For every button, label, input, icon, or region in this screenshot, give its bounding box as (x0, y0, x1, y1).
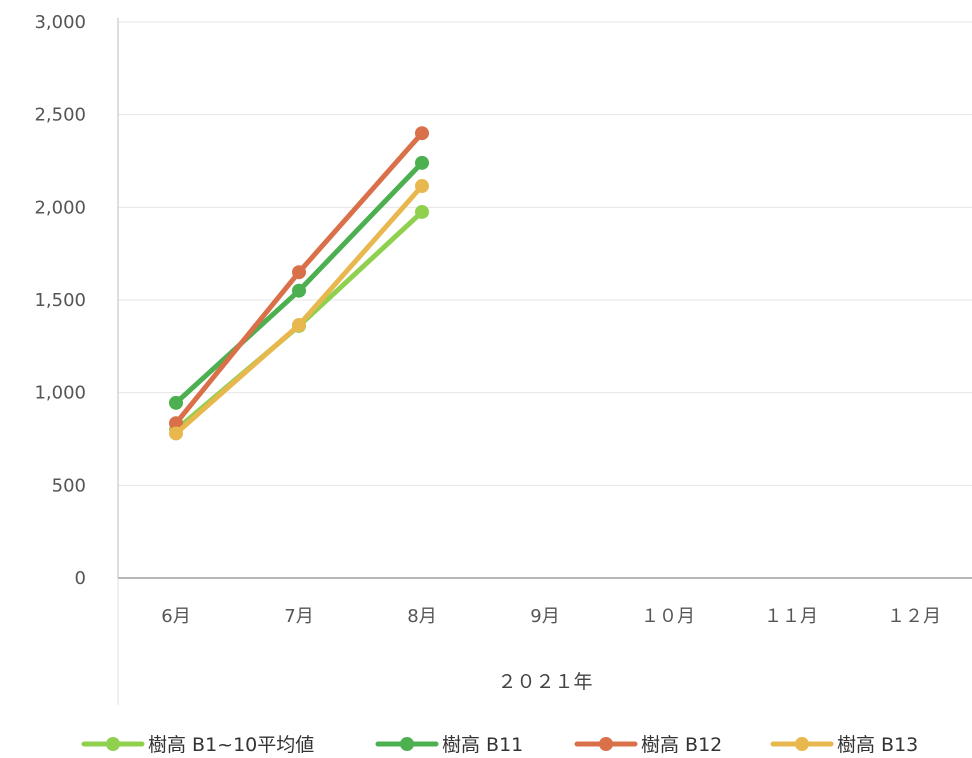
legend-item-3: 樹高 B13 (770, 734, 918, 756)
legend-swatch-marker-2 (599, 737, 613, 751)
data-point-2-2 (415, 126, 429, 141)
legend-label-2: 樹高 B12 (641, 734, 722, 756)
x-tick-label-6: １２月 (887, 606, 941, 627)
legend-swatch-marker-0 (106, 737, 120, 751)
y-tick-label-3: 1,500 (34, 290, 86, 311)
x-tick-label-4: １０月 (641, 606, 695, 627)
x-tick-label-0: 6月 (161, 606, 190, 627)
series-1 (169, 155, 429, 410)
x-tick-label-1: 7月 (284, 606, 313, 627)
axes (117, 18, 972, 705)
data-point-2-1 (292, 265, 306, 280)
y-tick-label-0: 0 (75, 568, 86, 589)
series-line-1 (173, 160, 425, 406)
legend-label-1: 樹高 B11 (442, 734, 523, 756)
series-3 (169, 179, 429, 441)
x-axis-title: ２０２１年 (497, 671, 592, 693)
data-point-1-1 (292, 283, 306, 298)
data-point-1-0 (169, 395, 183, 410)
data-point-3-2 (415, 179, 429, 194)
x-tick-label-3: 9月 (530, 606, 559, 627)
legend-label-0: 樹高 B1~10平均値 (148, 734, 314, 756)
legend-item-2: 樹高 B12 (574, 734, 722, 756)
data-point-2-0 (169, 416, 183, 431)
x-axis-ticks: 6月 7月 8月 9月 １０月 １１月 １２月 (161, 606, 941, 627)
legend-item-0: 樹高 B1~10平均値 (81, 734, 314, 756)
y-axis-ticks: 0 500 1,000 1,500 2,000 2,500 3,000 (34, 12, 86, 589)
data-point-0-2 (415, 204, 429, 219)
legend-item-1: 樹高 B11 (375, 734, 523, 756)
legend-label-3: 樹高 B13 (837, 734, 918, 756)
y-tick-label-1: 500 (52, 475, 86, 496)
legend-swatch-marker-1 (400, 737, 414, 751)
y-tick-label-6: 3,000 (34, 12, 86, 33)
gridlines (118, 21, 972, 486)
y-tick-label-4: 2,000 (34, 197, 86, 218)
series-2 (169, 126, 429, 431)
x-tick-label-5: １１月 (764, 606, 818, 627)
y-tick-label-2: 1,000 (34, 383, 86, 404)
legend: 樹高 B1~10平均値 樹高 B11 樹高 B12 樹高 B13 (81, 734, 918, 756)
legend-swatch-marker-3 (795, 737, 809, 751)
data-point-1-2 (415, 155, 429, 170)
data-point-3-1 (292, 318, 306, 333)
x-tick-label-2: 8月 (407, 606, 436, 627)
series-lines (169, 126, 429, 441)
data-point-3-0 (169, 426, 183, 441)
y-tick-label-5: 2,500 (34, 105, 86, 126)
